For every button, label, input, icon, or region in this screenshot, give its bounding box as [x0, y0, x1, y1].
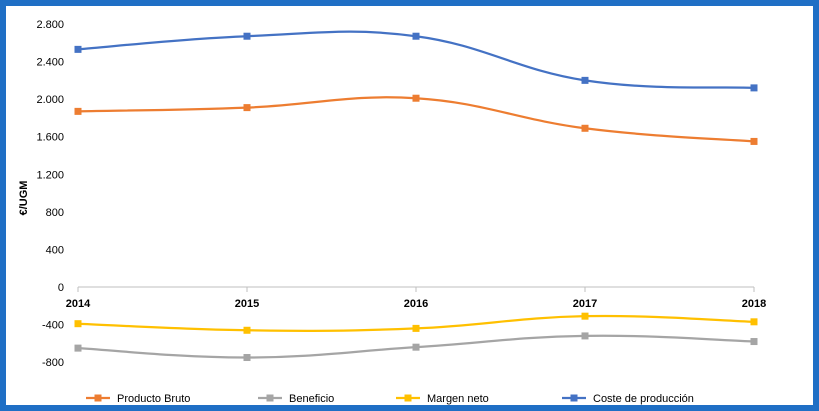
data-point-coste-de-produccion — [74, 45, 82, 53]
x-tick-label: 2014 — [66, 298, 91, 310]
legend-label-margen-neto: Margen neto — [427, 393, 489, 405]
y-tick-label: 1.600 — [36, 132, 64, 144]
legend-marker-beneficio — [266, 394, 274, 402]
data-point-coste-de-produccion — [581, 76, 589, 84]
data-point-beneficio — [581, 332, 589, 340]
data-point-beneficio — [412, 343, 420, 351]
y-tick-label: 1.200 — [36, 169, 64, 181]
data-point-beneficio — [74, 344, 82, 352]
data-point-margen-neto — [412, 324, 420, 332]
data-point-producto-bruto — [74, 107, 82, 115]
data-point-margen-neto — [750, 318, 758, 326]
y-tick-label: 2.000 — [36, 94, 64, 106]
y-tick-label: 0 — [58, 282, 64, 294]
data-point-beneficio — [243, 354, 251, 362]
legend: Producto Bruto Beneficio Margen neto Coste … — [86, 393, 694, 405]
x-tick-label: 2015 — [235, 298, 259, 310]
y-tick-label: 2.800 — [36, 19, 64, 31]
y-tick-label: -400 — [42, 320, 64, 332]
legend-label-beneficio: Beneficio — [289, 393, 334, 405]
y-axis-title: €/UGM — [18, 181, 30, 216]
data-point-producto-bruto — [750, 137, 758, 145]
data-point-margen-neto — [74, 320, 82, 328]
data-point-coste-de-produccion — [750, 84, 758, 92]
series-line-producto-bruto — [77, 96, 755, 143]
data-point-producto-bruto — [581, 124, 589, 132]
y-tick-label: 800 — [46, 207, 64, 219]
data-point-producto-bruto — [243, 104, 251, 112]
legend-marker-coste-de-produccion — [570, 394, 578, 402]
series-line-coste-de-produccion — [77, 30, 755, 90]
data-point-coste-de-produccion — [412, 32, 420, 40]
data-point-producto-bruto — [412, 94, 420, 102]
legend-marker-producto-bruto — [94, 394, 102, 402]
series-markers — [74, 32, 758, 362]
legend-label-coste-de-produccion: Coste de producción — [593, 393, 694, 405]
x-axis-ticks: 2014 2015 2016 2017 2018 — [66, 287, 766, 310]
y-axis-ticks: 2.800 2.400 2.000 1.600 1.200 800 400 0 -400 -800 — [36, 19, 64, 369]
x-tick-label: 2018 — [742, 298, 766, 310]
data-point-beneficio — [750, 338, 758, 346]
data-point-margen-neto — [581, 312, 589, 320]
x-tick-label: 2017 — [573, 298, 597, 310]
y-tick-label: 2.400 — [36, 57, 64, 69]
y-tick-label: 400 — [46, 244, 64, 256]
data-point-margen-neto — [243, 326, 251, 334]
data-point-coste-de-produccion — [243, 32, 251, 40]
y-tick-label: -800 — [42, 357, 64, 369]
legend-label-producto-bruto: Producto Bruto — [117, 393, 190, 405]
x-tick-label: 2016 — [404, 298, 428, 310]
legend-marker-margen-neto — [404, 394, 412, 402]
